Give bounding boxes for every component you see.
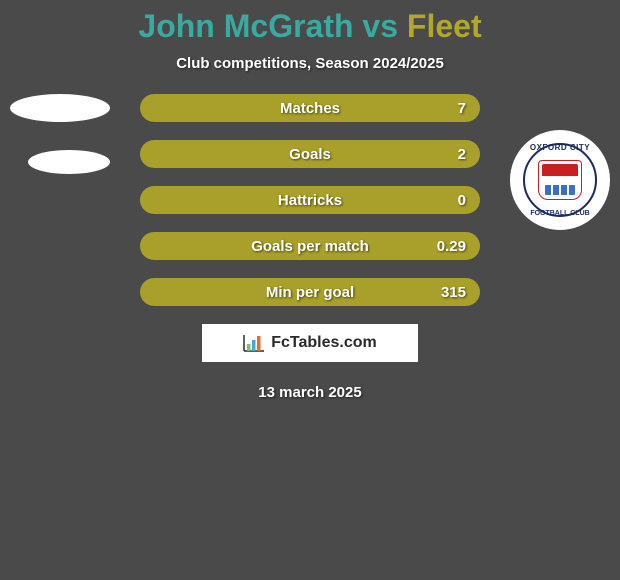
stat-bar: Goals per match 0.29 [140, 232, 480, 260]
stat-bar: Hattricks 0 [140, 186, 480, 214]
stat-bar: Min per goal 315 [140, 278, 480, 306]
page-title: John McGrath vs Fleet [0, 8, 620, 45]
stat-label: Matches [280, 100, 340, 117]
stat-label: Goals [289, 146, 331, 163]
main-area: OXFORD CITY FOOTBALL CLUB Matches 7 Goals 2… [0, 94, 620, 401]
date-text: 13 march 2025 [0, 384, 620, 401]
chart-icon [243, 334, 265, 352]
stat-value: 315 [441, 284, 466, 301]
title-opponent: Fleet [407, 8, 482, 44]
stat-value: 0.29 [437, 238, 466, 255]
title-vs: vs [362, 8, 398, 44]
club-badge: OXFORD CITY FOOTBALL CLUB [510, 130, 610, 230]
stat-label: Goals per match [251, 238, 369, 255]
logo-text: FcTables.com [271, 334, 377, 352]
stat-bar: Goals 2 [140, 140, 480, 168]
title-player: John McGrath [138, 8, 353, 44]
stat-value: 0 [458, 192, 466, 209]
stat-label: Min per goal [266, 284, 354, 301]
stat-value: 7 [458, 100, 466, 117]
ellipse-icon [10, 94, 110, 122]
stat-label: Hattricks [278, 192, 342, 209]
shield-icon [538, 160, 582, 200]
badge-text-top: OXFORD CITY [525, 143, 595, 152]
ellipse-icon [28, 150, 110, 174]
badge-text-bottom: FOOTBALL CLUB [525, 210, 595, 217]
left-decor [10, 94, 110, 174]
stats-list: Matches 7 Goals 2 Hattricks 0 Goals per match 0… [140, 94, 480, 306]
stat-value: 2 [458, 146, 466, 163]
subtitle: Club competitions, Season 2024/2025 [0, 55, 620, 72]
badge-ring: OXFORD CITY FOOTBALL CLUB [523, 143, 597, 217]
page-container: John McGrath vs Fleet Club competitions,… [0, 0, 620, 401]
site-logo: FcTables.com [202, 324, 418, 362]
stat-bar: Matches 7 [140, 94, 480, 122]
